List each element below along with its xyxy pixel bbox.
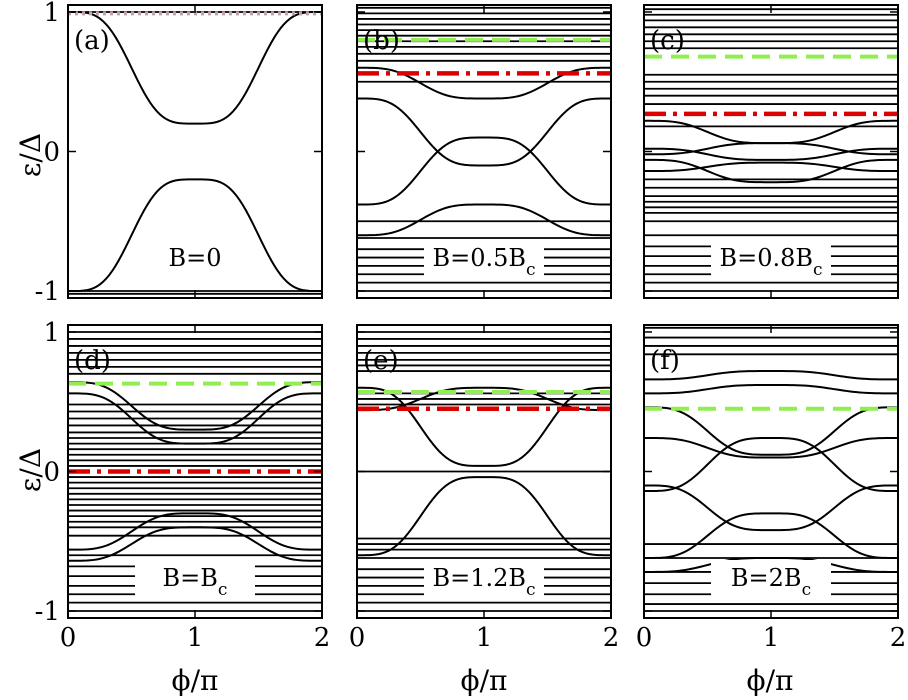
panel-tag: (c) [650,26,685,56]
x-axis-title-2: ϕ/π [461,664,508,697]
y-tick-label: 1 [43,318,60,348]
y-axis-title-bottom: ε/Δ [14,448,47,492]
dispersive-band [357,476,611,557]
panel-tag: (a) [74,26,110,56]
x-axis-title-1: ϕ/π [172,664,219,697]
field-label-subscript: c [218,580,228,600]
panel-tag: (b) [363,26,400,56]
dispersive-band [644,437,898,493]
dispersive-band [644,161,898,173]
y-tick-label: 0 [43,138,60,168]
field-label-bg [711,240,831,278]
dispersive-band [357,136,611,206]
field-label-bg [135,240,255,278]
panel-a: 1 0 -1 (a) B=0 [35,0,323,307]
dispersive-band [644,437,898,459]
panel-d: 10-10 1 2(d)B=Bc [35,318,331,653]
dispersive-band [644,484,898,532]
y-tick-label: 1 [43,0,60,28]
panel-plot-area [68,10,322,295]
field-label-bg [711,560,831,598]
field-label-bg [424,240,544,278]
panel-b: (b)B=0.5Bc [356,4,612,299]
dispersive-band [68,392,322,445]
field-label: B=0 [168,244,221,272]
dispersive-band [357,97,611,167]
x-axis-title-3: ϕ/π [747,664,794,697]
x-tick-label: 1 [476,623,493,653]
x-tick-label: 1 [187,623,204,653]
x-tick-label: 0 [60,623,77,653]
dispersive-band [68,526,322,562]
x-tick-label: 1 [763,623,780,653]
dispersive-band [357,203,611,237]
dispersive-band [68,512,322,551]
dispersive-band [644,384,898,395]
y-tick-label: -1 [35,277,60,307]
dispersive-band [644,406,898,456]
dispersive-band [68,178,322,293]
field-label-subscript: c [526,260,536,280]
x-tick-label: 0 [636,623,653,653]
panel-tag: (f) [650,346,680,376]
field-label-subscript: c [802,580,812,600]
panel-c: (c)B=0.8Bc [643,4,899,299]
x-tick-label: 0 [349,623,366,653]
panel-e: 0 1 2(e)B=1.2Bc [349,324,620,653]
y-axis-title-top: ε/Δ [14,133,47,177]
field-label-subscript: c [813,260,823,280]
field-label-subscript: c [526,580,536,600]
dispersive-band [644,557,898,573]
panel-tag: (e) [363,346,399,376]
dispersive-band [644,370,898,381]
dispersive-band [68,10,322,125]
dispersive-band [357,386,611,467]
y-tick-label: 0 [43,458,60,488]
panel-tag: (d) [74,346,111,376]
x-tick-label: 2 [890,623,907,653]
dispersive-band [68,381,322,431]
x-tick-label: 2 [603,623,620,653]
dispersive-band [644,147,898,161]
panel-plot-area [644,8,898,292]
field-label-bg [135,560,255,598]
dispersive-band [644,158,898,184]
panel-plot-area [644,326,898,612]
panel-plot-area [68,331,322,612]
x-tick-label: 2 [314,623,331,653]
dispersive-band [644,119,898,145]
y-tick-label: -1 [35,597,60,627]
panel-plot-area [357,331,611,612]
panel-f: 0 1 2(f)B=2Bc [636,324,907,653]
dispersive-band [644,142,898,156]
field-label-bg [424,560,544,598]
dispersive-band [644,512,898,559]
